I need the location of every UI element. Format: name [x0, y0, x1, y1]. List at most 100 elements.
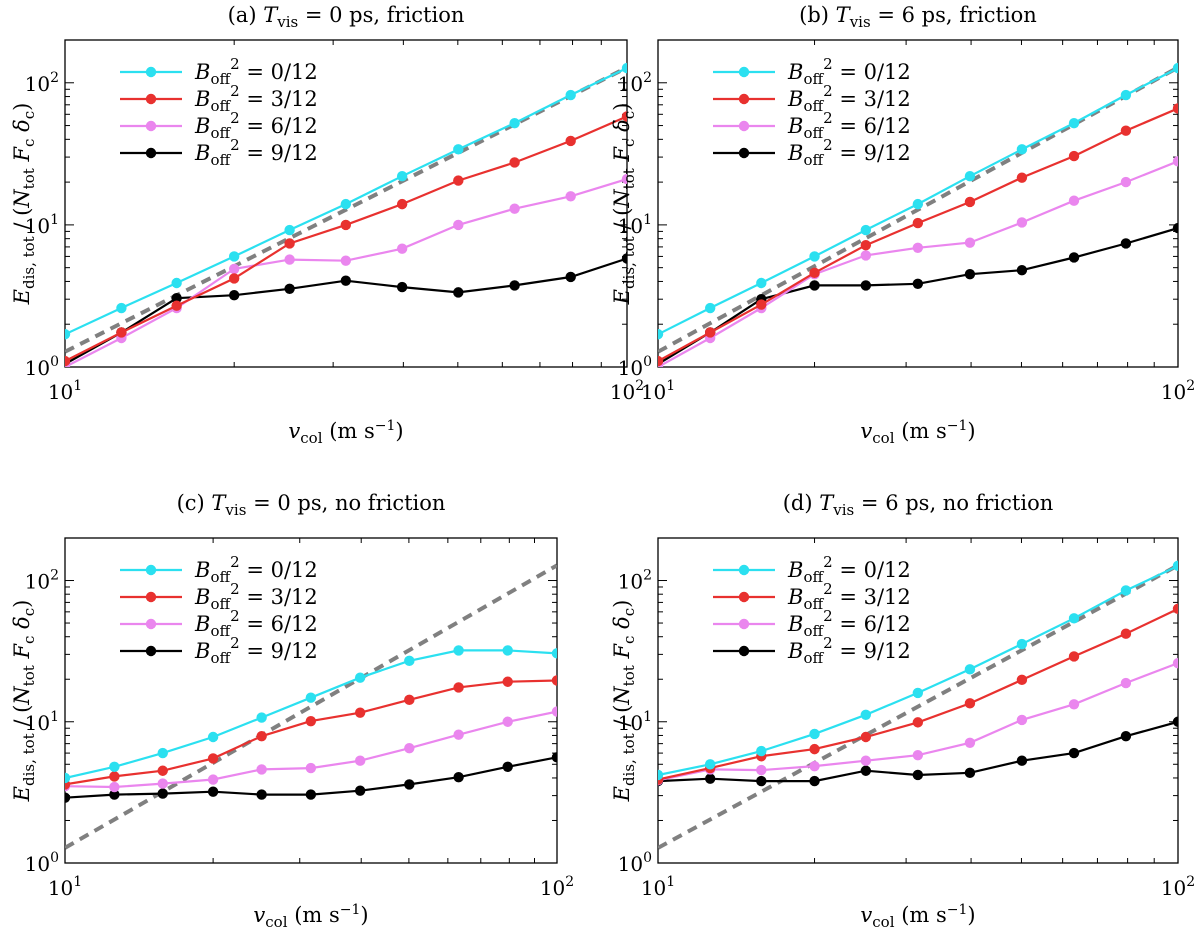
data-point [809, 760, 820, 772]
legend-marker [145, 564, 157, 576]
data-point [912, 717, 924, 728]
legend-marker [145, 120, 157, 132]
tick-base: 10 [618, 570, 643, 594]
y-tick-label: 102 [25, 568, 59, 594]
data-point [704, 302, 716, 314]
legend-sup: 2 [823, 55, 833, 73]
xlabel-var: v [860, 419, 872, 443]
data-point [565, 271, 576, 283]
tick-base: 10 [25, 711, 50, 735]
xlabel-var: v [860, 903, 872, 927]
data-point [809, 775, 820, 787]
legend-label: Boff2 = 6/12 [787, 607, 911, 640]
legend-value: = 6/12 [833, 612, 911, 636]
legend-sup: 2 [823, 580, 833, 598]
tick-base: 10 [641, 380, 666, 404]
data-point [1172, 657, 1178, 669]
legend-sub: off [210, 649, 231, 667]
data-point [964, 698, 976, 709]
tick-exponent: 0 [643, 850, 652, 866]
legend-sup: 2 [823, 109, 833, 127]
x-axis-label: vcol (m s−1) [860, 902, 975, 931]
data-point [228, 263, 240, 275]
data-point [396, 281, 408, 293]
tick-exponent: 1 [643, 212, 652, 228]
data-point [1120, 89, 1132, 101]
legend-marker [738, 564, 750, 576]
data-point [1068, 195, 1080, 206]
data-point [860, 731, 872, 743]
title-suffix: = 6 ps, no friction [854, 491, 1053, 515]
data-point [1120, 585, 1132, 596]
data-point [396, 243, 408, 254]
ylabel-f-sub: c [620, 139, 638, 147]
data-point [116, 327, 127, 338]
data-point [116, 302, 127, 314]
series-line-2 [658, 160, 1178, 367]
panel-title: (d) Tvis = 6 ps, no friction [783, 491, 1054, 519]
y-tick-label: 101 [25, 212, 59, 238]
legend-label: Boff2 = 9/12 [787, 136, 911, 169]
plot-frame [657, 39, 1179, 368]
title-sub: vis [276, 13, 298, 31]
legend-entry: Boff2 = 3/12 [120, 82, 318, 115]
legend-var: B [787, 639, 803, 663]
data-point [109, 789, 120, 800]
data-point [704, 773, 716, 784]
ylabel-n: N [10, 189, 34, 209]
legend-var: B [787, 114, 803, 138]
data-point [860, 280, 872, 291]
data-point [964, 196, 976, 208]
legend-var: B [194, 114, 210, 138]
tick-base: 10 [540, 876, 565, 900]
legend-var: B [194, 87, 210, 111]
legend-value: = 0/12 [833, 60, 911, 84]
legend-value: = 6/12 [833, 114, 911, 138]
data-area [65, 62, 627, 367]
tick-base: 10 [48, 380, 73, 404]
ylabel-n: N [610, 686, 634, 706]
data-point [1068, 613, 1080, 624]
x-axis-label: vcol (m s−1) [860, 418, 975, 447]
tick-exponent: 2 [50, 70, 59, 86]
legend-var: B [787, 585, 803, 609]
legend-label: Boff2 = 6/12 [787, 109, 911, 142]
legend-value: = 0/12 [240, 558, 318, 582]
ylabel-delta: δ [10, 616, 34, 635]
legend-entry: Boff2 = 6/12 [120, 607, 318, 640]
xlabel-close: ) [360, 903, 368, 927]
ylabel-sub: dis, tot [20, 236, 38, 289]
x-tick-label: 101 [641, 874, 675, 900]
legend-sub: off [210, 568, 231, 586]
tick-base: 10 [641, 876, 666, 900]
data-point [565, 191, 576, 202]
data-point [65, 792, 71, 803]
ylabel-delta: δ [610, 119, 634, 138]
y-tick-label: 101 [25, 709, 59, 735]
data-point [1068, 150, 1080, 162]
title-suffix: = 6 ps, friction [871, 3, 1037, 27]
data-point [171, 300, 182, 311]
legend-entry: Boff2 = 9/12 [120, 136, 318, 169]
legend-sub: off [803, 622, 824, 640]
data-point [284, 283, 295, 295]
legend-marker [145, 618, 157, 630]
data-point [964, 664, 976, 675]
data-point [453, 175, 464, 186]
data-point [658, 355, 664, 367]
data-point [157, 788, 168, 799]
data-point [1016, 674, 1028, 686]
legend-sub: off [803, 124, 824, 142]
legend-sup: 2 [230, 55, 240, 73]
legend-sub: off [210, 151, 231, 169]
data-point [340, 255, 352, 266]
legend-sup: 2 [230, 109, 240, 127]
data-point [171, 277, 182, 289]
ylabel-var: E [610, 289, 634, 305]
legend-sub: off [210, 622, 231, 640]
ylabel-var: E [10, 289, 34, 305]
legend-label: Boff2 = 0/12 [787, 553, 911, 586]
data-point [354, 707, 366, 718]
